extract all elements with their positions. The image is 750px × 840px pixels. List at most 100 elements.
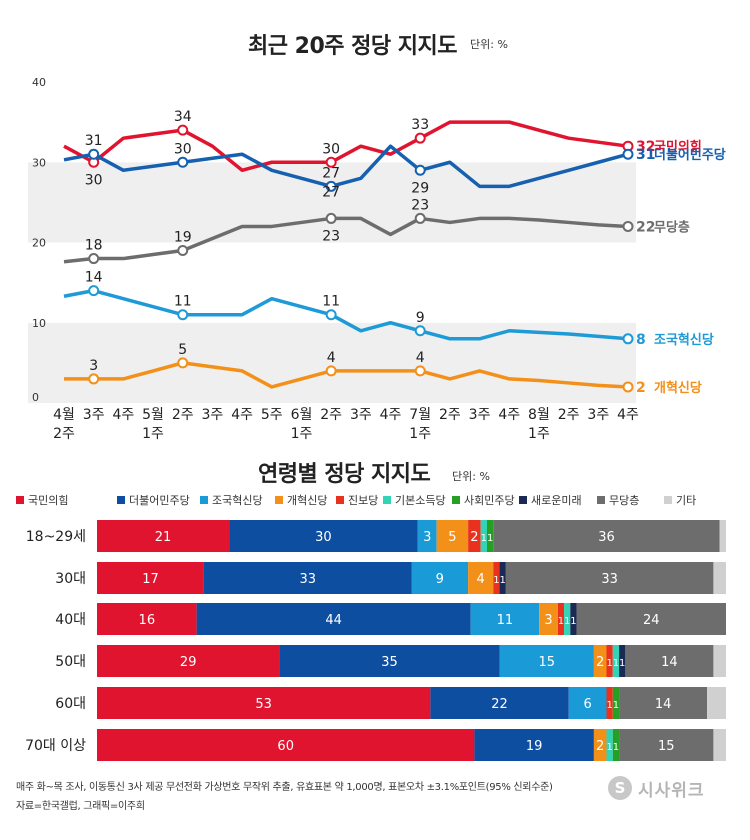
bar-segment [468, 562, 494, 594]
series-line-국민의힘 [63, 120, 629, 173]
data-label: 18 [85, 238, 103, 254]
bar-segment [576, 603, 726, 635]
bar-value-label: 1 [558, 616, 564, 627]
bar-segment [713, 562, 726, 594]
legend-swatch [117, 496, 125, 504]
bar-value-label: 17 [142, 572, 159, 587]
bar-value-label: 14 [655, 697, 672, 712]
bar-segment [707, 687, 726, 719]
series-point [88, 253, 100, 265]
series-name-label: 더불어민주당 [654, 147, 726, 163]
series-point [414, 325, 426, 337]
bar-segment [480, 520, 487, 552]
logo-text: 시사위크 [638, 780, 705, 801]
series-point [622, 381, 634, 393]
bar-segment [196, 603, 471, 635]
data-label: 33 [411, 117, 429, 133]
row-label: 40대 [55, 612, 86, 628]
bar-segment [499, 645, 594, 677]
bar-value-label: 35 [381, 655, 398, 670]
legend-label: 새로운미래 [531, 494, 582, 507]
legend-label: 사회민주당 [464, 494, 515, 507]
series-point [177, 357, 189, 369]
data-label: 4 [416, 350, 425, 366]
sisaweek-logo-icon: S [608, 776, 632, 800]
footnote-source: 자료=한국갤럽, 그래픽=이주희 [16, 801, 145, 812]
bar-segment [619, 729, 714, 761]
bar-segment [713, 729, 726, 761]
y-tick-label: 0 [32, 391, 39, 404]
bar-segment [430, 687, 569, 719]
bar-segment [97, 729, 475, 761]
x-tick-label: 1주 [409, 426, 431, 442]
bar-value-label: 53 [255, 697, 272, 712]
bar-value-label: 11 [497, 613, 514, 628]
legend-label: 진보당 [348, 494, 378, 507]
series-point [177, 245, 189, 257]
bar-value-label: 2 [596, 655, 604, 670]
bar-value-label: 2 [470, 530, 478, 545]
series-point [88, 148, 100, 160]
legend-swatch [519, 496, 527, 504]
legend-label: 국민의힘 [28, 494, 68, 507]
bar-segment [713, 645, 726, 677]
bar-value-label: 14 [661, 655, 678, 670]
bar-segment [625, 645, 714, 677]
bar-value-label: 6 [583, 697, 591, 712]
bar-segment [570, 603, 577, 635]
bar-segment [97, 603, 197, 635]
data-label: 29 [411, 180, 429, 196]
row-label: 30대 [55, 571, 86, 587]
bar-value-label: 24 [643, 613, 660, 628]
legend-swatch [275, 496, 283, 504]
series-point [325, 156, 337, 168]
bar-value-label: 22 [491, 697, 508, 712]
series-point [622, 220, 634, 232]
legend-swatch [597, 496, 605, 504]
legend-swatch [664, 496, 672, 504]
bar-segment [411, 562, 469, 594]
series-line-더불어민주당 [63, 144, 629, 189]
x-tick-label: 7월 [409, 407, 431, 423]
series-point [177, 309, 189, 321]
series-point [622, 333, 634, 345]
legend-swatch [383, 496, 391, 504]
bar-value-label: 19 [526, 739, 543, 754]
bar-value-label: 1 [613, 742, 619, 753]
bar-segment [436, 520, 469, 552]
x-tick-label: 5주 [261, 407, 283, 423]
series-line-조국혁신당 [63, 288, 629, 341]
x-tick-label: 4주 [231, 407, 253, 423]
bar-segment [539, 603, 558, 635]
legend-swatch [452, 496, 460, 504]
line-chart-title: 최근 20주 정당 지지도 [248, 34, 458, 59]
x-tick-label: 6월 [291, 407, 313, 423]
bar-segment [505, 562, 714, 594]
bar-segment [612, 687, 620, 719]
y-tick-label: 20 [32, 237, 46, 250]
line-chart: 0 10 20 30 40 4월 2주 3주 4주 5월 1주 2주 3주 4주 5주 6월 1주 2주 3주 4주 7… [28, 76, 726, 442]
series-point [325, 365, 337, 377]
data-label: 5 [178, 342, 187, 358]
x-tick-label: 1주 [528, 426, 550, 442]
bar-value-label: 1 [613, 700, 619, 711]
series-point [622, 148, 634, 160]
bar-value-label: 1 [481, 533, 487, 544]
series-point [414, 164, 426, 176]
legend-swatch [16, 496, 24, 504]
bar-segment [499, 562, 506, 594]
line-chart-unit: 단위: % [470, 38, 508, 51]
x-tick-label: 2주 [439, 407, 461, 423]
data-label: 9 [416, 310, 425, 326]
series-point [325, 309, 337, 321]
series-name-label: 개혁신당 [654, 380, 702, 396]
bar-chart-unit: 단위: % [452, 470, 490, 483]
data-label: 30 [174, 141, 192, 157]
legend-swatch [336, 496, 344, 504]
series-line-개혁신당 [64, 361, 629, 389]
data-label: 31 [85, 133, 103, 149]
legend-label: 개혁신당 [287, 494, 327, 507]
legend-label: 기타 [676, 494, 696, 507]
series-point [414, 212, 426, 224]
bar-segment [97, 687, 431, 719]
